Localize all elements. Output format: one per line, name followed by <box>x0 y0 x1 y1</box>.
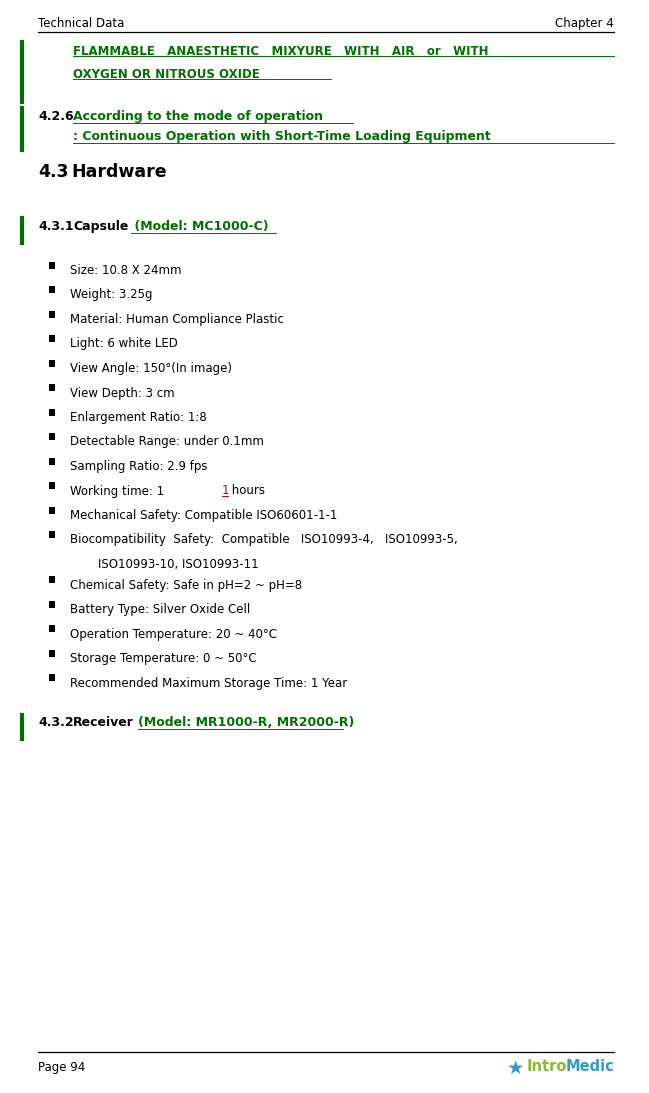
Text: Chemical Safety: Safe in pH=2 ~ pH=8: Chemical Safety: Safe in pH=2 ~ pH=8 <box>70 578 302 591</box>
Text: Chapter 4: Chapter 4 <box>556 17 614 30</box>
Text: Hardware: Hardware <box>71 163 167 181</box>
Text: Page 94: Page 94 <box>38 1061 85 1074</box>
Text: hours: hours <box>228 484 265 497</box>
Text: Technical Data: Technical Data <box>38 17 125 30</box>
Text: Medic: Medic <box>566 1059 615 1074</box>
Text: View Depth: 3 cm: View Depth: 3 cm <box>70 387 175 400</box>
Text: Capsule: Capsule <box>73 220 129 233</box>
Text: Material: Human Compliance Plastic: Material: Human Compliance Plastic <box>70 313 284 326</box>
Bar <box>49 409 55 415</box>
Text: Receiver: Receiver <box>73 716 134 729</box>
Text: Battery Type: Silver Oxide Cell: Battery Type: Silver Oxide Cell <box>70 603 251 616</box>
Text: : Continuous Operation with Short-Time Loading Equipment: : Continuous Operation with Short-Time L… <box>73 130 491 143</box>
Text: 1: 1 <box>221 484 229 497</box>
Text: 4.3.1: 4.3.1 <box>38 220 73 233</box>
Bar <box>49 625 55 632</box>
Text: FLAMMABLE   ANAESTHETIC   MIXYURE   WITH   AIR   or   WITH: FLAMMABLE ANAESTHETIC MIXYURE WITH AIR o… <box>73 45 489 58</box>
Text: ★: ★ <box>507 1059 524 1078</box>
Text: Detectable Range: under 0.1mm: Detectable Range: under 0.1mm <box>70 435 264 448</box>
Text: (Model: MR1000-R, MR2000-R): (Model: MR1000-R, MR2000-R) <box>138 716 354 729</box>
Text: Mechanical Safety: Compatible ISO60601-1-1: Mechanical Safety: Compatible ISO60601-1… <box>70 509 337 522</box>
Text: Storage Temperature: 0 ~ 50°C: Storage Temperature: 0 ~ 50°C <box>70 653 256 665</box>
Text: ISO10993-10, ISO10993-11: ISO10993-10, ISO10993-11 <box>98 559 258 571</box>
Bar <box>49 576 55 584</box>
Text: View Angle: 150°(In image): View Angle: 150°(In image) <box>70 362 232 375</box>
Text: Sampling Ratio: 2.9 fps: Sampling Ratio: 2.9 fps <box>70 460 208 473</box>
Bar <box>49 507 55 514</box>
Bar <box>49 601 55 608</box>
Bar <box>49 650 55 657</box>
Text: Recommended Maximum Storage Time: 1 Year: Recommended Maximum Storage Time: 1 Year <box>70 677 347 690</box>
Bar <box>49 385 55 391</box>
Bar <box>49 262 55 269</box>
Text: According to the mode of operation: According to the mode of operation <box>73 110 323 124</box>
Text: 4.3.2: 4.3.2 <box>38 716 73 729</box>
Text: 4.3: 4.3 <box>38 163 69 181</box>
Text: Intro: Intro <box>527 1059 567 1074</box>
Bar <box>49 434 55 440</box>
Text: Light: 6 white LED: Light: 6 white LED <box>70 338 178 351</box>
Bar <box>49 286 55 293</box>
Bar <box>49 360 55 367</box>
Text: Weight: 3.25g: Weight: 3.25g <box>70 289 153 302</box>
Text: Biocompatibility  Safety:  Compatible   ISO10993-4,   ISO10993-5,: Biocompatibility Safety: Compatible ISO1… <box>70 533 458 546</box>
Text: OXYGEN OR NITROUS OXIDE: OXYGEN OR NITROUS OXIDE <box>73 68 260 81</box>
Bar <box>49 458 55 465</box>
Text: Operation Temperature: 20 ~ 40°C: Operation Temperature: 20 ~ 40°C <box>70 627 277 640</box>
Text: (Model: MC1000-C): (Model: MC1000-C) <box>130 220 268 233</box>
Bar <box>49 674 55 681</box>
Bar <box>49 482 55 490</box>
Text: Working time: 1: Working time: 1 <box>70 484 164 497</box>
Text: Enlargement Ratio: 1:8: Enlargement Ratio: 1:8 <box>70 411 207 424</box>
Text: Size: 10.8 X 24mm: Size: 10.8 X 24mm <box>70 265 182 277</box>
Bar <box>49 336 55 342</box>
Text: 4.2.6: 4.2.6 <box>38 110 73 124</box>
Bar <box>49 310 55 318</box>
Bar <box>49 531 55 538</box>
